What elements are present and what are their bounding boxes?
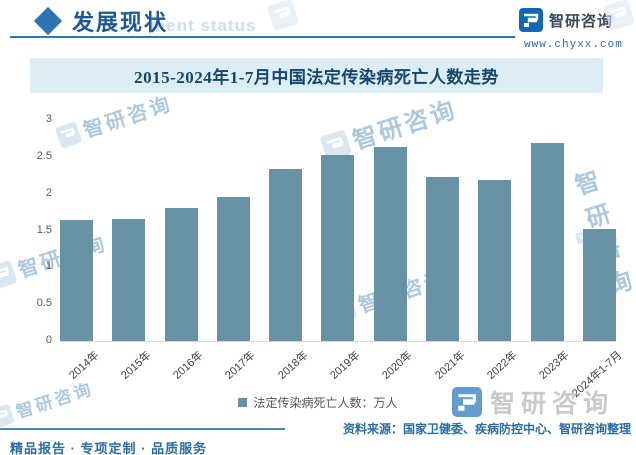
x-tick-label: 2023年 <box>537 349 572 382</box>
y-tick-label: 0.5 <box>36 297 52 310</box>
header-watermark-text: ment status <box>150 16 257 35</box>
bar-column: 2019年 <box>321 120 363 382</box>
header-divider <box>10 36 515 38</box>
bar-column: 2018年 <box>269 120 310 382</box>
x-tick-label: 2018年 <box>275 349 311 382</box>
brand-logo: 智研咨询 <box>519 8 613 32</box>
bar-column: 2016年 <box>164 120 206 382</box>
y-tick-label: 3 <box>45 113 52 125</box>
brand-name: 智研咨询 <box>549 12 614 30</box>
chart-title: 2015-2024年1-7月中国法定传染病死亡人数走势 <box>134 68 499 87</box>
bar-column: 2014年 <box>60 120 101 382</box>
y-tick-label: 2 <box>45 186 52 199</box>
bar-2022年 <box>478 180 512 341</box>
x-tick-label: 2016年 <box>171 349 206 382</box>
x-tick-label: 2019年 <box>328 349 363 382</box>
plot-area: 2014年 2015年 2016年 2017年 2018年 2019年 2020年 2021年… <box>60 120 624 400</box>
footer-divider <box>0 428 285 430</box>
bar-column: 2015年 <box>112 120 153 382</box>
x-tick-label: 2024年1-7月 <box>569 349 625 400</box>
x-tick-label: 2015年 <box>118 349 154 382</box>
legend: 法定传染病死亡人数：万人 <box>0 394 636 411</box>
bar-column: 2020年 <box>373 120 415 382</box>
bar-column: 2023年 <box>530 120 572 382</box>
bar-column: 2021年 <box>426 120 467 382</box>
bar-2014年 <box>60 220 93 341</box>
zhiyan-logo-icon <box>519 8 543 32</box>
x-tick-label: 2022年 <box>485 349 520 382</box>
bar-column: 2022年 <box>478 120 519 382</box>
y-tick-label: 1 <box>45 260 52 273</box>
tagline-text: 精品报告 · 专项定制 · 品质服务 <box>10 441 208 455</box>
legend-swatch <box>238 398 248 407</box>
brand-url[interactable]: www.chyxx.com <box>524 39 623 51</box>
bar-2017年 <box>216 196 250 341</box>
x-tick-label: 2020年 <box>380 349 415 382</box>
y-tick-label: 1.5 <box>36 223 52 236</box>
bar-column: 2024年1-7月 <box>570 120 624 400</box>
bar-2023年 <box>530 142 564 341</box>
chart-title-banner: 2015-2024年1-7月中国法定传染病死亡人数走势 <box>30 58 603 93</box>
bar-2015年 <box>112 219 146 341</box>
bar-column: 2017年 <box>216 120 258 382</box>
bar-2016年 <box>164 207 198 341</box>
y-axis: 0 0.5 1 1.5 2 2.5 3 <box>26 0 52 455</box>
x-tick-label: 2021年 <box>432 349 468 382</box>
x-tick-label: 2014年 <box>66 349 102 382</box>
x-tick-label: 2017年 <box>223 349 258 382</box>
y-tick-label: 2.5 <box>36 149 52 162</box>
y-tick-label: 0 <box>45 334 52 346</box>
bar-2024年1-7月 <box>582 229 616 341</box>
bar-2020年 <box>373 146 407 341</box>
source-text: 资料来源：国家卫健委、疾病防控中心、智研咨询整理 <box>342 422 631 436</box>
page-title: 发展现状 <box>72 10 169 35</box>
bar-2021年 <box>426 177 460 341</box>
bar-2018年 <box>269 169 303 341</box>
bar-2019年 <box>321 155 355 341</box>
watermark <box>267 0 300 31</box>
legend-label: 法定传染病死亡人数：万人 <box>253 396 398 410</box>
